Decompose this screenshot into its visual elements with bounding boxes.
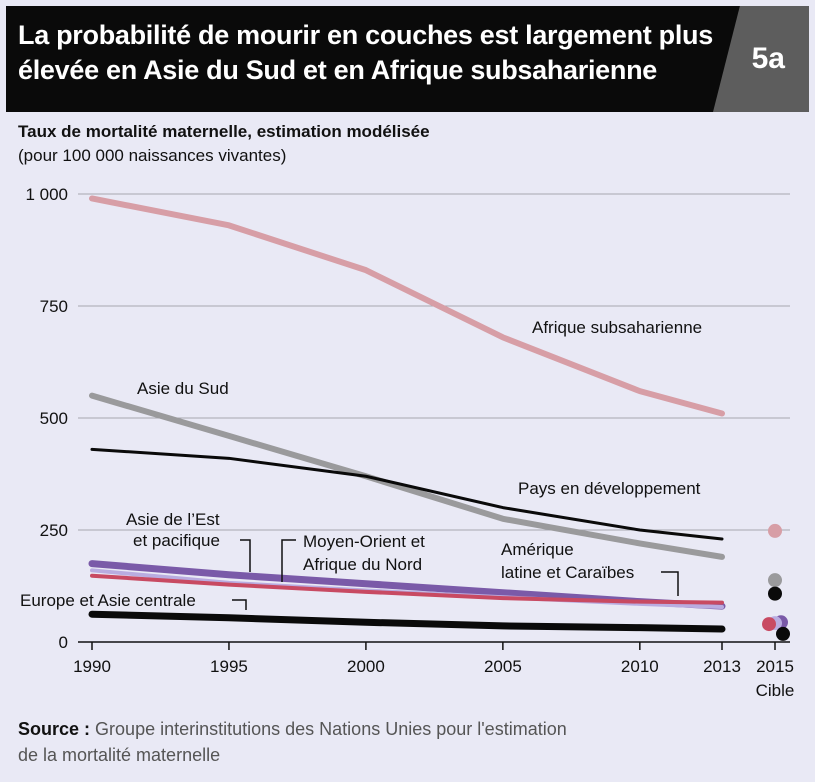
y-axis-ticks: 0 250 500 750 1 000	[25, 185, 68, 652]
x-tick-label: 2000	[347, 657, 385, 676]
chart-units: (pour 100 000 naissances vivantes)	[18, 146, 287, 165]
y-tick-label: 250	[40, 521, 68, 540]
leader-moyen-orient	[281, 539, 296, 582]
series-line	[89, 392, 725, 560]
x-tick-label: 2005	[484, 657, 522, 676]
header-banner: La probabilité de mourir en couches est …	[6, 6, 809, 112]
chart-title-line1: La probabilité de mourir en couches est …	[18, 20, 713, 50]
leader-amerique	[661, 571, 679, 596]
target-points	[762, 523, 790, 641]
label-amerique-line2: latine et Caraïbes	[501, 563, 634, 582]
label-amerique-line1: Amérique	[501, 540, 574, 559]
figure-badge-label: 5a	[751, 42, 785, 75]
x-tick-label: 1995	[210, 657, 248, 676]
y-tick-label: 500	[40, 409, 68, 428]
series-lines	[88, 195, 726, 633]
y-tick-label: 1 000	[25, 185, 68, 204]
label-afrique-subsaharienne: Afrique subsaharienne	[532, 318, 702, 337]
grid	[78, 193, 790, 643]
label-europe-asie-centrale: Europe et Asie centrale	[20, 591, 196, 610]
label-moyen-orient-line1: Moyen-Orient et	[303, 532, 425, 551]
target-point	[768, 586, 782, 601]
x-tick-label: 2013	[703, 657, 741, 676]
series-line	[90, 447, 724, 541]
x-tick-label-target-year: 2015	[756, 657, 794, 676]
label-moyen-orient-line2: Afrique du Nord	[303, 555, 422, 574]
series-line	[89, 195, 725, 417]
series-line	[90, 573, 724, 605]
target-point	[762, 617, 776, 632]
chart-title-line2: élevée en Asie du Sud et en Afrique subs…	[18, 55, 657, 85]
target-point	[768, 573, 782, 588]
x-tick-label: 1990	[73, 657, 111, 676]
source-label: Source :	[18, 719, 91, 739]
y-tick-label: 750	[40, 297, 68, 316]
target-point	[768, 523, 782, 538]
x-tick-label-target: Cible	[756, 681, 795, 700]
chart-title: La probabilité de mourir en couches est …	[18, 18, 718, 88]
leader-europe	[232, 599, 247, 610]
x-axis-ticks: 1990 1995 2000 2005 2010 2013 2015 Cible	[73, 642, 794, 700]
chart-subtitle: Taux de mortalité maternelle, estimation…	[18, 122, 430, 141]
label-asie-est-line1: Asie de l’Est	[126, 510, 220, 529]
x-tick-label: 2010	[621, 657, 659, 676]
label-pays-en-developpement: Pays en développement	[518, 479, 701, 498]
source-note: Source : Groupe interinstitutions des Na…	[18, 716, 778, 768]
source-text-line1: Groupe interinstitutions des Nations Uni…	[95, 719, 567, 739]
y-tick-label: 0	[59, 633, 68, 652]
leader-asie-est	[240, 539, 251, 572]
target-point	[776, 626, 790, 641]
label-asie-est-line2: et pacifique	[133, 531, 220, 550]
source-text-line2: de la mortalité maternelle	[18, 745, 221, 765]
label-asie-du-sud: Asie du Sud	[137, 379, 229, 398]
series-line	[88, 610, 726, 633]
